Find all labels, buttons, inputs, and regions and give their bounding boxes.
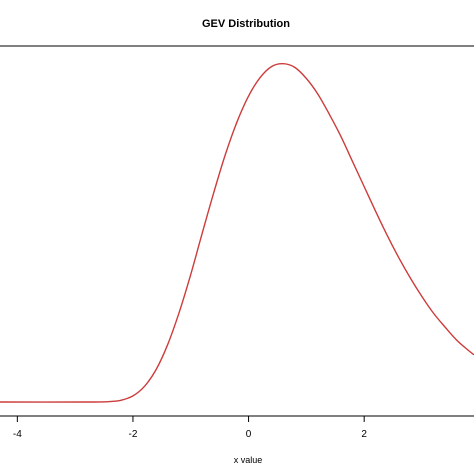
x-tick-label: -2 [128, 429, 137, 440]
x-tick-label: 2 [361, 429, 367, 440]
series-group [0, 62, 474, 403]
x-axis-label: x value [234, 455, 263, 465]
x-tick-label: -4 [13, 429, 22, 440]
x-tick-label: 0 [246, 429, 252, 440]
chart-title: GEV Distribution [202, 18, 290, 30]
x-ticks: -4 -2 0 2 [13, 416, 367, 440]
gev-density-line [0, 62, 474, 403]
